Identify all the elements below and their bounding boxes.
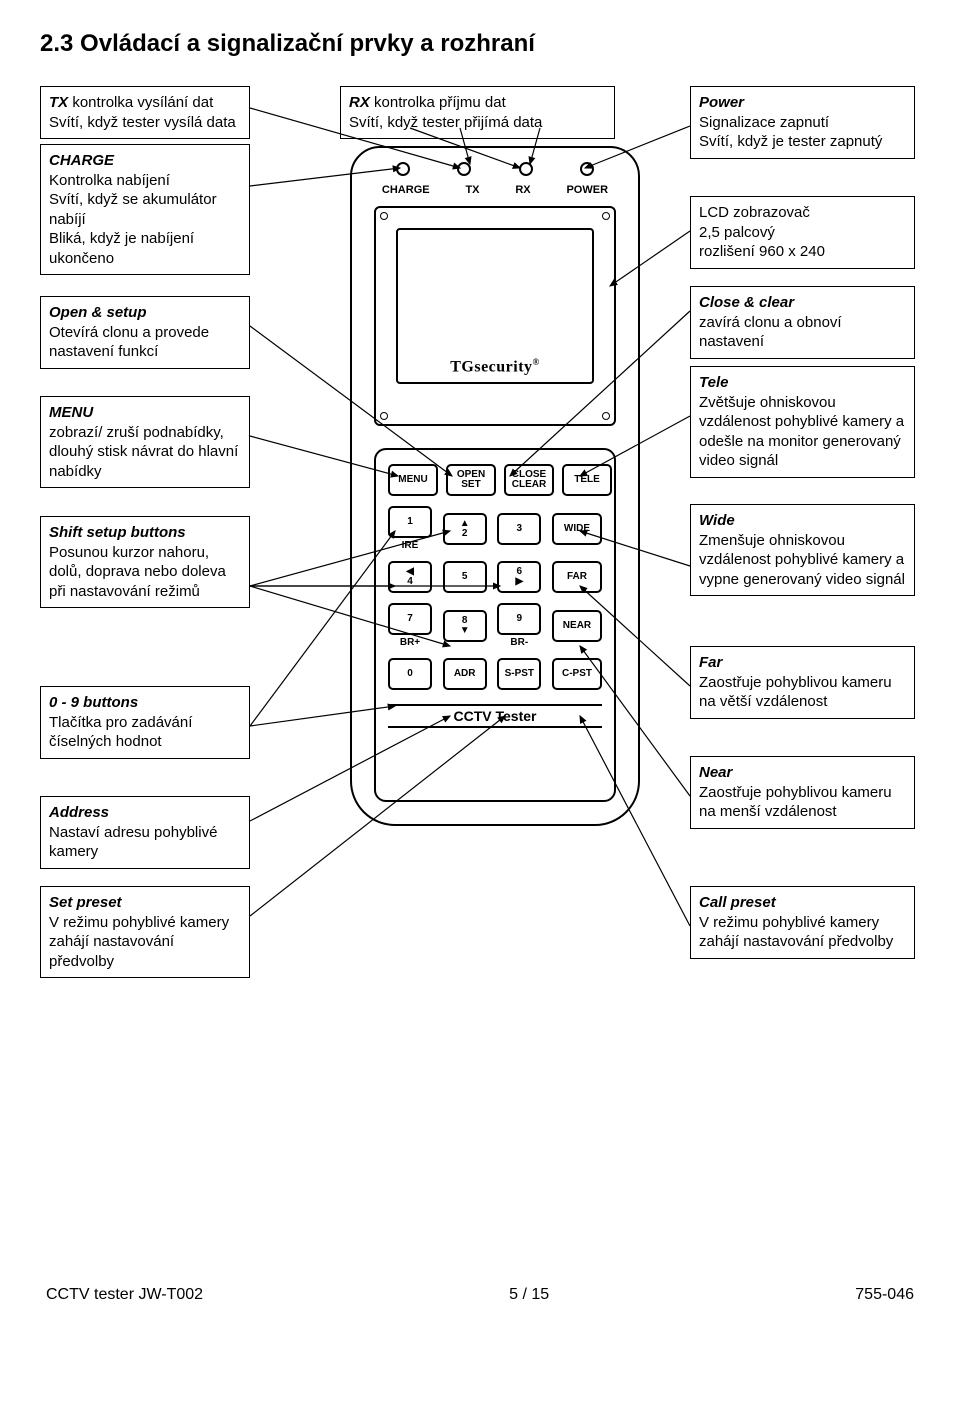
lcd-bezel: TGsecurity® bbox=[374, 206, 616, 426]
led-label: POWER bbox=[566, 184, 608, 196]
key-far[interactable]: FAR bbox=[552, 561, 602, 593]
callout-address: Address Nastaví adresu pohyblivé kamery bbox=[40, 796, 250, 869]
sublabel-brminus: BR- bbox=[510, 637, 528, 648]
key-3[interactable]: 3 bbox=[497, 513, 541, 545]
sublabel-brplus: BR+ bbox=[400, 637, 420, 648]
device-illustration: CHARGE TX RX POWER TGsecurity® M bbox=[350, 146, 640, 826]
led-label: RX bbox=[515, 184, 530, 196]
key-wide[interactable]: WIDE bbox=[552, 513, 602, 545]
callout-far: Far Zaostřuje pohyblivou kameru na větší… bbox=[690, 646, 915, 719]
callout-power: Power Signalizace zapnutí Svítí, když je… bbox=[690, 86, 915, 159]
callout-lcd: LCD zobrazovač 2,5 palcový rozlišení 960… bbox=[690, 196, 915, 269]
key-5[interactable]: 5 bbox=[443, 561, 487, 593]
led-label: CHARGE bbox=[382, 184, 430, 196]
key-2[interactable]: ▲2 bbox=[443, 513, 487, 545]
key-4[interactable]: ◀4 bbox=[388, 561, 432, 593]
callout-charge: CHARGE Kontrolka nabíjení Svítí, když se… bbox=[40, 144, 250, 275]
key-tele[interactable]: TELE bbox=[562, 464, 612, 496]
callout-menu: MENU zobrazí/ zruší podnabídky, dlouhý s… bbox=[40, 396, 250, 488]
key-6[interactable]: 6▶ bbox=[497, 561, 541, 593]
led-rx bbox=[519, 162, 533, 176]
key-8[interactable]: 8▼ bbox=[443, 610, 487, 642]
key-open-set[interactable]: OPENSET bbox=[446, 464, 496, 496]
key-1[interactable]: 1 bbox=[388, 506, 432, 538]
key-7[interactable]: 7 bbox=[388, 603, 432, 635]
callout-call-preset: Call preset V režimu pohyblivé kamery za… bbox=[690, 886, 915, 959]
callout-rx: RX kontrolka příjmu dat Svítí, když test… bbox=[340, 86, 615, 139]
led-charge bbox=[396, 162, 410, 176]
keypad: MENU OPENSET CLOSECLEAR TELE 1 IRE ▲2 3 W… bbox=[374, 448, 616, 802]
key-adr[interactable]: ADR bbox=[443, 658, 487, 690]
callout-numbers: 0 - 9 buttons Tlačítka pro zadávání číse… bbox=[40, 686, 250, 759]
callout-open-setup: Open & setup Otevírá clonu a provede nas… bbox=[40, 296, 250, 369]
key-cpst[interactable]: C-PST bbox=[552, 658, 602, 690]
key-near[interactable]: NEAR bbox=[552, 610, 602, 642]
brand-logo: TGsecurity® bbox=[450, 357, 540, 376]
footer-left: CCTV tester JW-T002 bbox=[46, 1286, 203, 1304]
footer-right: 755-046 bbox=[855, 1286, 914, 1304]
callout-close-clear: Close & clear zavírá clonu a obnoví nast… bbox=[690, 286, 915, 359]
key-close-clear[interactable]: CLOSECLEAR bbox=[504, 464, 554, 496]
section-heading: 2.3 Ovládací a signalizační prvky a rozh… bbox=[40, 30, 920, 58]
device-bottom-label: CCTV Tester bbox=[388, 704, 602, 728]
page-footer: CCTV tester JW-T002 5 / 15 755-046 bbox=[40, 1286, 920, 1304]
callout-set-preset: Set preset V režimu pohyblivé kamery zah… bbox=[40, 886, 250, 978]
key-spst[interactable]: S-PST bbox=[497, 658, 541, 690]
led-power bbox=[580, 162, 594, 176]
callout-wide: Wide Zmenšuje ohniskovou vzdálenost pohy… bbox=[690, 504, 915, 596]
footer-center: 5 / 15 bbox=[509, 1286, 549, 1304]
diagram-area: TX kontrolka vysílání dat Svítí, když te… bbox=[40, 86, 920, 1286]
callout-tele: Tele Zvětšuje ohniskovou vzdálenost pohy… bbox=[690, 366, 915, 478]
key-9[interactable]: 9 bbox=[497, 603, 541, 635]
lcd-screen: TGsecurity® bbox=[396, 228, 594, 384]
callout-near: Near Zaostřuje pohyblivou kameru na menš… bbox=[690, 756, 915, 829]
callout-shift: Shift setup buttons Posunou kurzor nahor… bbox=[40, 516, 250, 608]
led-tx bbox=[457, 162, 471, 176]
callout-tx: TX kontrolka vysílání dat Svítí, když te… bbox=[40, 86, 250, 139]
key-menu[interactable]: MENU bbox=[388, 464, 438, 496]
key-0[interactable]: 0 bbox=[388, 658, 432, 690]
led-label: TX bbox=[465, 184, 479, 196]
sublabel-ire: IRE bbox=[402, 540, 419, 551]
